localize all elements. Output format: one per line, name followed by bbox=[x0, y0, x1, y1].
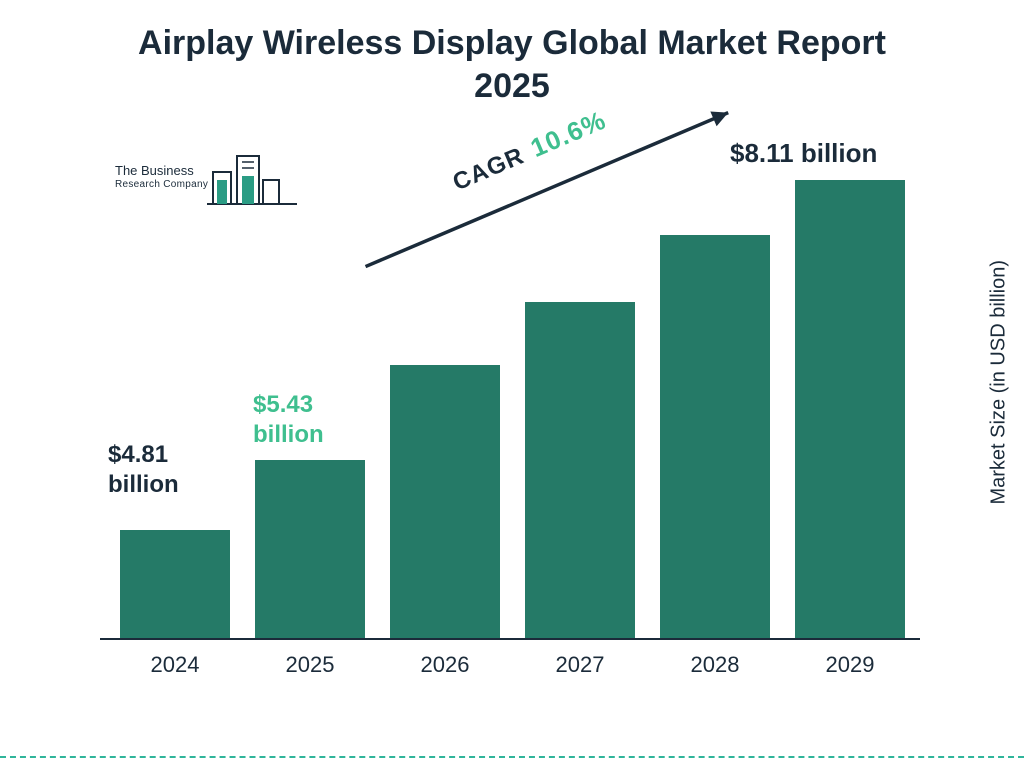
bar-2026 bbox=[390, 365, 500, 640]
bar-2024 bbox=[120, 530, 230, 640]
value-label-2025-line1: $5.43 bbox=[253, 390, 324, 420]
y-axis-label: Market Size (in USD billion) bbox=[988, 260, 1011, 505]
value-label-2024-line2: billion bbox=[108, 470, 179, 500]
bar-2027 bbox=[525, 302, 635, 640]
chart-title: Airplay Wireless Display Global Market R… bbox=[0, 22, 1024, 107]
x-label-2026: 2026 bbox=[390, 652, 500, 678]
x-axis-line bbox=[100, 638, 920, 640]
value-label-2024: $4.81 billion bbox=[108, 440, 179, 500]
x-label-2029: 2029 bbox=[795, 652, 905, 678]
x-label-2028: 2028 bbox=[660, 652, 770, 678]
bar-2025 bbox=[255, 460, 365, 640]
x-label-2025: 2025 bbox=[255, 652, 365, 678]
value-label-2025-line2: billion bbox=[253, 420, 324, 450]
value-label-2024-line1: $4.81 bbox=[108, 440, 179, 470]
x-axis-labels: 2024 2025 2026 2027 2028 2029 bbox=[100, 652, 920, 682]
bar-2029 bbox=[795, 180, 905, 640]
bottom-dashed-divider bbox=[0, 756, 1024, 758]
bar-2028 bbox=[660, 235, 770, 640]
x-label-2027: 2027 bbox=[525, 652, 635, 678]
value-label-2025: $5.43 billion bbox=[253, 390, 324, 450]
chart-container: Airplay Wireless Display Global Market R… bbox=[0, 0, 1024, 768]
x-label-2024: 2024 bbox=[120, 652, 230, 678]
